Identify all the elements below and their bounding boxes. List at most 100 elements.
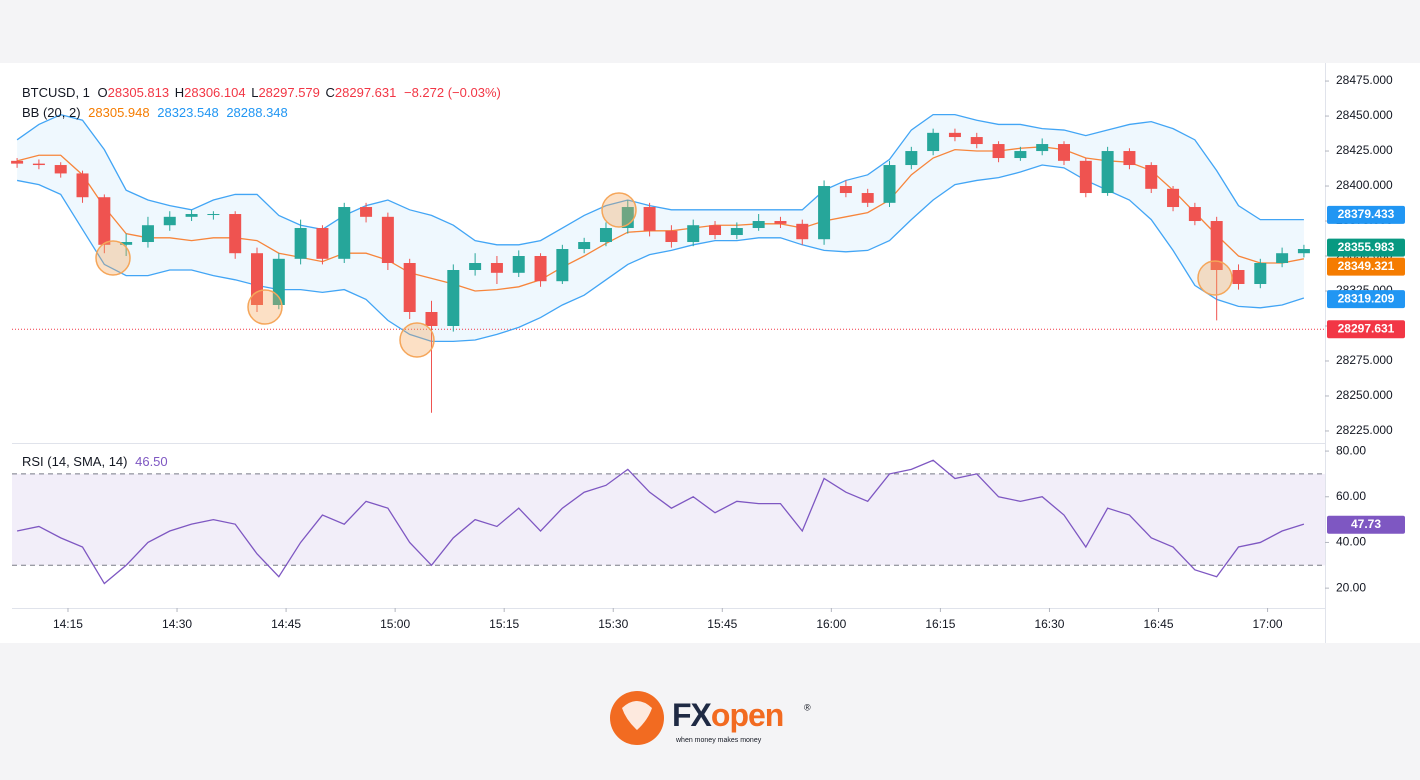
- rsi-band: [12, 473, 1325, 566]
- candle-body: [490, 263, 503, 273]
- y-tick-label: 28425.000: [1336, 143, 1393, 157]
- candle-body: [665, 230, 678, 243]
- high: 28306.104: [184, 85, 245, 100]
- candle-body: [360, 207, 373, 217]
- candle-body: [294, 228, 307, 259]
- candle-body: [141, 225, 154, 243]
- logo-text: FXopen: [672, 697, 783, 733]
- y-tick-label: 28275.000: [1336, 353, 1393, 367]
- candle-body: [469, 263, 482, 271]
- candle-body: [818, 186, 831, 240]
- x-tick-label: 15:00: [380, 617, 410, 631]
- candle-body: [1232, 270, 1245, 285]
- price-label: 47.73: [1351, 517, 1381, 531]
- y-tick-label: 28250.000: [1336, 388, 1393, 402]
- candle-body: [1101, 151, 1114, 194]
- candle-body: [599, 228, 612, 243]
- rsi-value: 46.50: [135, 454, 168, 469]
- x-tick-label: 14:45: [271, 617, 301, 631]
- x-tick-label: 15:30: [598, 617, 628, 631]
- candle-body: [1036, 144, 1049, 152]
- candle-body: [687, 225, 700, 243]
- highlight: [1197, 260, 1233, 296]
- x-tick-label: 15:45: [707, 617, 737, 631]
- price-label: 28297.631: [1338, 321, 1395, 335]
- candle-body: [1145, 165, 1158, 189]
- y-tick-label: 28475.000: [1336, 73, 1393, 87]
- symbol: BTCUSD, 1: [22, 85, 90, 100]
- o-label: O: [98, 85, 108, 100]
- price-label: 28319.209: [1338, 291, 1395, 305]
- candle-body: [32, 163, 45, 166]
- candle-body: [730, 228, 743, 236]
- candle-body: [338, 207, 351, 259]
- x-tick-label: 16:45: [1143, 617, 1173, 631]
- candle-body: [621, 207, 634, 229]
- y-tick-label: 28400.000: [1336, 178, 1393, 192]
- price-label: 28349.321: [1338, 259, 1395, 273]
- candle-body: [774, 221, 787, 224]
- logo-open: open: [711, 697, 783, 733]
- price-label-bg: [1327, 257, 1405, 276]
- series-line: [16, 459, 1305, 585]
- candle-body: [1014, 151, 1027, 159]
- candle-body: [970, 137, 983, 145]
- x-tick-label: 14:15: [53, 617, 83, 631]
- y-tick-label: 80.00: [1336, 443, 1366, 457]
- candle-body: [927, 132, 940, 152]
- logo-icon-shape: [622, 701, 652, 730]
- candle-body: [556, 249, 569, 282]
- price-label-bg: [1327, 238, 1405, 257]
- y-tick-label: 28450.000: [1336, 108, 1393, 122]
- y-tick-label: 28225.000: [1336, 423, 1393, 437]
- candle-body: [447, 270, 460, 326]
- bb-upper: 28323.548: [157, 105, 218, 120]
- candle-body: [1297, 249, 1310, 254]
- bb-mid: 28305.948: [88, 105, 149, 120]
- rsi-legend: RSI (14, SMA, 14) 46.50: [22, 454, 168, 469]
- candle-body: [229, 214, 242, 254]
- highlight: [399, 322, 435, 358]
- candle-body: [185, 214, 198, 217]
- candle-body: [403, 263, 416, 312]
- candle-body: [948, 132, 961, 138]
- highlight-circles: [95, 192, 1233, 358]
- top-bar: [0, 0, 1420, 62]
- highlight: [601, 192, 637, 228]
- candle-body: [163, 216, 176, 226]
- rsi-label: RSI (14, SMA, 14): [22, 454, 127, 469]
- candle-body: [11, 160, 24, 164]
- candle-body: [1079, 160, 1092, 194]
- candle-body: [861, 193, 874, 203]
- price-label-bg: [1327, 205, 1405, 224]
- candle-body: [251, 253, 264, 305]
- y-tick-label: 20.00: [1336, 580, 1366, 594]
- candle-body: [796, 223, 809, 240]
- logo-tagline: when money makes money: [675, 737, 762, 744]
- price-label-bg: [1327, 515, 1405, 534]
- x-tick-label: 17:00: [1253, 617, 1283, 631]
- x-tick-label: 16:00: [816, 617, 846, 631]
- candle-body: [381, 216, 394, 264]
- candle-body: [752, 221, 765, 229]
- x-tick-label: 15:15: [489, 617, 519, 631]
- candle-body: [120, 242, 133, 245]
- candle-body: [1210, 221, 1223, 271]
- candle-body: [425, 311, 438, 326]
- candle-body: [98, 197, 111, 245]
- candle-body: [883, 165, 896, 203]
- candle-body: [76, 173, 89, 198]
- series-line: [16, 113, 1304, 246]
- price-label: 28379.433: [1338, 207, 1395, 221]
- c-label: C: [326, 85, 335, 100]
- candle-body: [512, 256, 525, 273]
- close: 28297.631: [335, 85, 396, 100]
- logo: FXopen ® when money makes money: [610, 691, 811, 745]
- candle-body: [1058, 144, 1070, 161]
- x-tick-label: 14:30: [162, 617, 192, 631]
- candle-body: [1276, 253, 1289, 264]
- candle-body: [316, 228, 329, 259]
- highlight: [95, 240, 131, 276]
